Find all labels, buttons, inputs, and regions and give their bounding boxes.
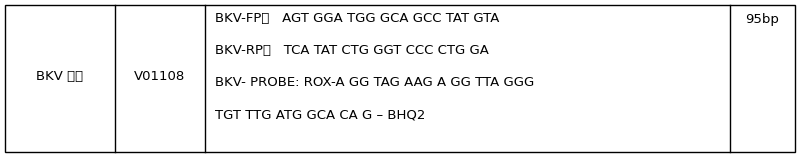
Text: BKV-RP：   TCA TAT CTG GGT CCC CTG GA: BKV-RP： TCA TAT CTG GGT CCC CTG GA [215, 44, 489, 57]
Text: BKV 病毒: BKV 病毒 [37, 70, 83, 83]
Text: TGT TTG ATG GCA CA G – BHQ2: TGT TTG ATG GCA CA G – BHQ2 [215, 108, 426, 121]
Text: BKV-FP：   AGT GGA TGG GCA GCC TAT GTA: BKV-FP： AGT GGA TGG GCA GCC TAT GTA [215, 13, 499, 25]
Text: 95bp: 95bp [746, 13, 779, 25]
Text: V01108: V01108 [134, 70, 186, 83]
Text: BKV- PROBE: ROX-A GG TAG AAG A GG TTA GGG: BKV- PROBE: ROX-A GG TAG AAG A GG TTA GG… [215, 76, 534, 89]
